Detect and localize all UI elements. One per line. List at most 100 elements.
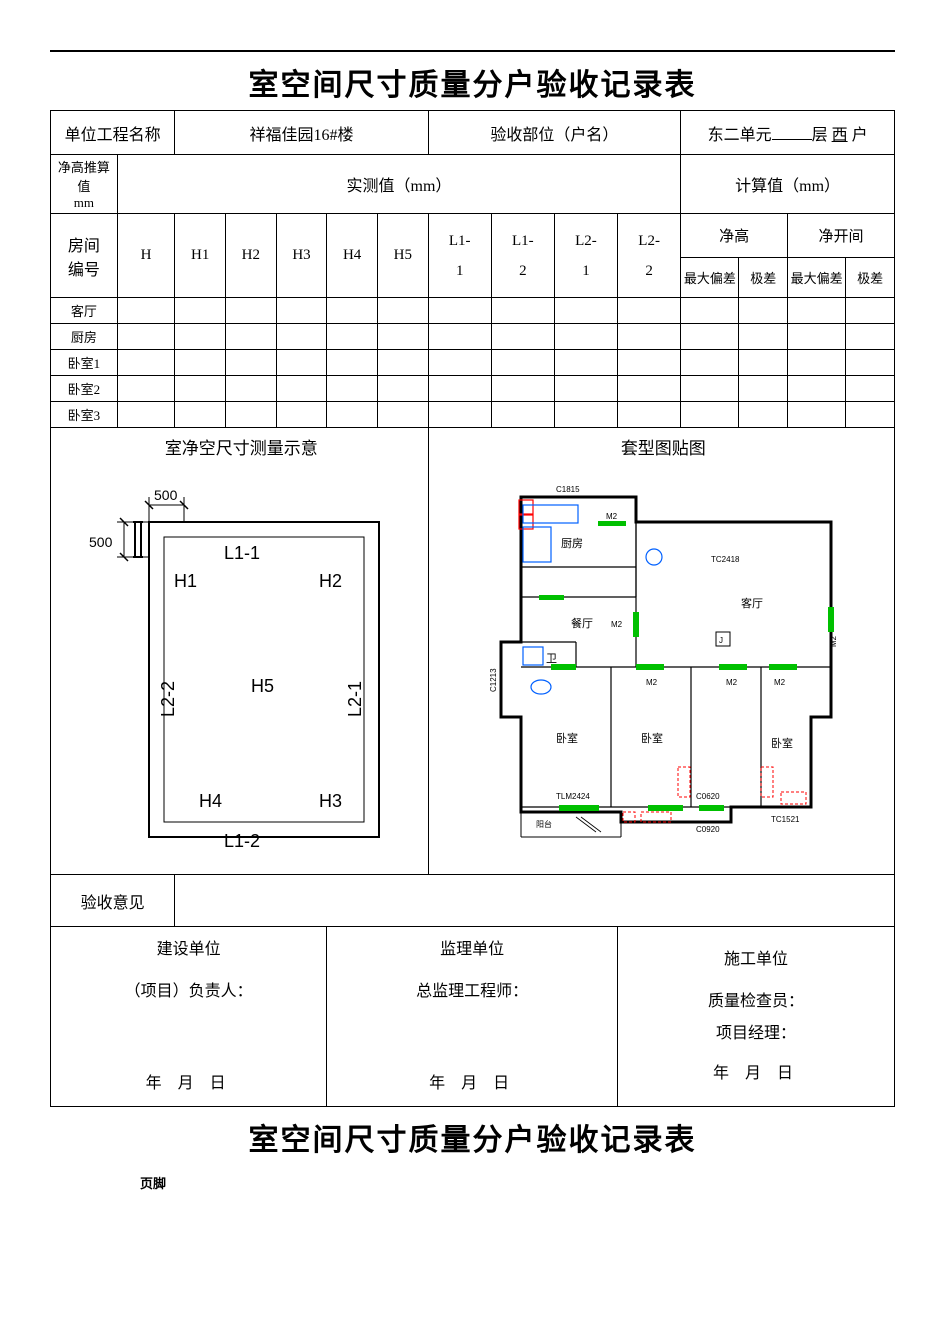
cell[interactable] [226,350,277,376]
cell[interactable] [327,298,378,324]
value-project-name: 祥福佳园16#楼 [175,111,428,155]
cell[interactable] [618,298,681,324]
cell[interactable] [788,376,846,402]
cell[interactable] [846,350,895,376]
cell[interactable] [377,376,428,402]
cell[interactable] [681,376,739,402]
cell[interactable] [117,376,175,402]
cell[interactable] [327,402,378,428]
cell[interactable] [681,402,739,428]
cell[interactable] [491,350,554,376]
fp-c0620: C0620 [696,792,720,801]
room-name: 厨房 [51,324,118,350]
cell[interactable] [117,402,175,428]
cell[interactable] [739,298,788,324]
cell[interactable] [846,402,895,428]
cell[interactable] [491,298,554,324]
cell[interactable] [739,324,788,350]
fp-bed3: 卧室 [771,736,793,750]
fp-m2-6: M2 [829,635,838,647]
page-footer: 页脚 [50,1159,895,1192]
cell[interactable] [428,376,491,402]
col-range1: 极差 [739,257,788,297]
fp-bed2: 卧室 [641,731,663,745]
cell[interactable] [554,402,617,428]
label-L11: L1-1 [224,543,260,563]
cell[interactable] [554,350,617,376]
cell[interactable] [175,298,226,324]
room-name: 卧室3 [51,402,118,428]
cell[interactable] [175,376,226,402]
cell[interactable] [117,324,175,350]
cell[interactable] [491,324,554,350]
cell[interactable] [327,324,378,350]
cell[interactable] [226,376,277,402]
cell[interactable] [117,298,175,324]
cell[interactable] [846,298,895,324]
cell[interactable] [428,298,491,324]
measurement-diagram-title: 室净空尺寸测量示意 [53,430,426,467]
cell[interactable] [428,350,491,376]
opinion-input[interactable] [175,875,895,927]
cell[interactable] [428,402,491,428]
cell[interactable] [846,376,895,402]
room-name: 卧室1 [51,350,118,376]
loc-end: 户 [852,127,868,144]
label-L21: L2-1 [345,681,365,717]
loc-suffix: 西 [832,127,848,144]
cell[interactable] [428,324,491,350]
page-title: 室空间尺寸质量分户验收记录表 [50,50,895,104]
cell[interactable] [788,298,846,324]
cell[interactable] [117,350,175,376]
cell[interactable] [276,298,327,324]
cell[interactable] [846,324,895,350]
col-H1: H1 [175,214,226,298]
cell[interactable] [618,350,681,376]
cell[interactable] [681,324,739,350]
sig2-line: 总监理工程师： [329,976,615,1008]
loc-blank-1[interactable] [772,122,812,140]
fp-dining: 餐厅 [571,616,593,630]
cell[interactable] [739,402,788,428]
cell[interactable] [327,376,378,402]
cell[interactable] [175,324,226,350]
cell[interactable] [276,324,327,350]
sig-block-3: 施工单位 质量检查员： 项目经理： 年 月 日 [618,927,895,1107]
cell[interactable] [276,402,327,428]
cell[interactable] [377,324,428,350]
col-jinggao: 净高 [681,214,788,258]
cell[interactable] [276,376,327,402]
cell[interactable] [739,376,788,402]
fp-m2-4: M2 [726,678,738,687]
cell[interactable] [276,350,327,376]
cell[interactable] [618,402,681,428]
cell[interactable] [226,324,277,350]
cell[interactable] [788,350,846,376]
cell[interactable] [788,324,846,350]
cell[interactable] [377,350,428,376]
cell[interactable] [377,298,428,324]
cell[interactable] [491,402,554,428]
cell[interactable] [739,350,788,376]
room-name: 客厅 [51,298,118,324]
cell[interactable] [554,376,617,402]
fp-m2-1: M2 [606,512,618,521]
label-H4: H4 [199,791,222,811]
label-L12: L1-2 [224,831,260,851]
cell[interactable] [175,402,226,428]
cell[interactable] [327,350,378,376]
col-H3: H3 [276,214,327,298]
cell[interactable] [788,402,846,428]
cell[interactable] [175,350,226,376]
label-project-name: 单位工程名称 [51,111,175,155]
cell[interactable] [554,298,617,324]
cell[interactable] [226,298,277,324]
cell[interactable] [618,376,681,402]
cell[interactable] [377,402,428,428]
cell[interactable] [226,402,277,428]
cell[interactable] [618,324,681,350]
cell[interactable] [554,324,617,350]
cell[interactable] [491,376,554,402]
cell[interactable] [681,298,739,324]
cell[interactable] [681,350,739,376]
